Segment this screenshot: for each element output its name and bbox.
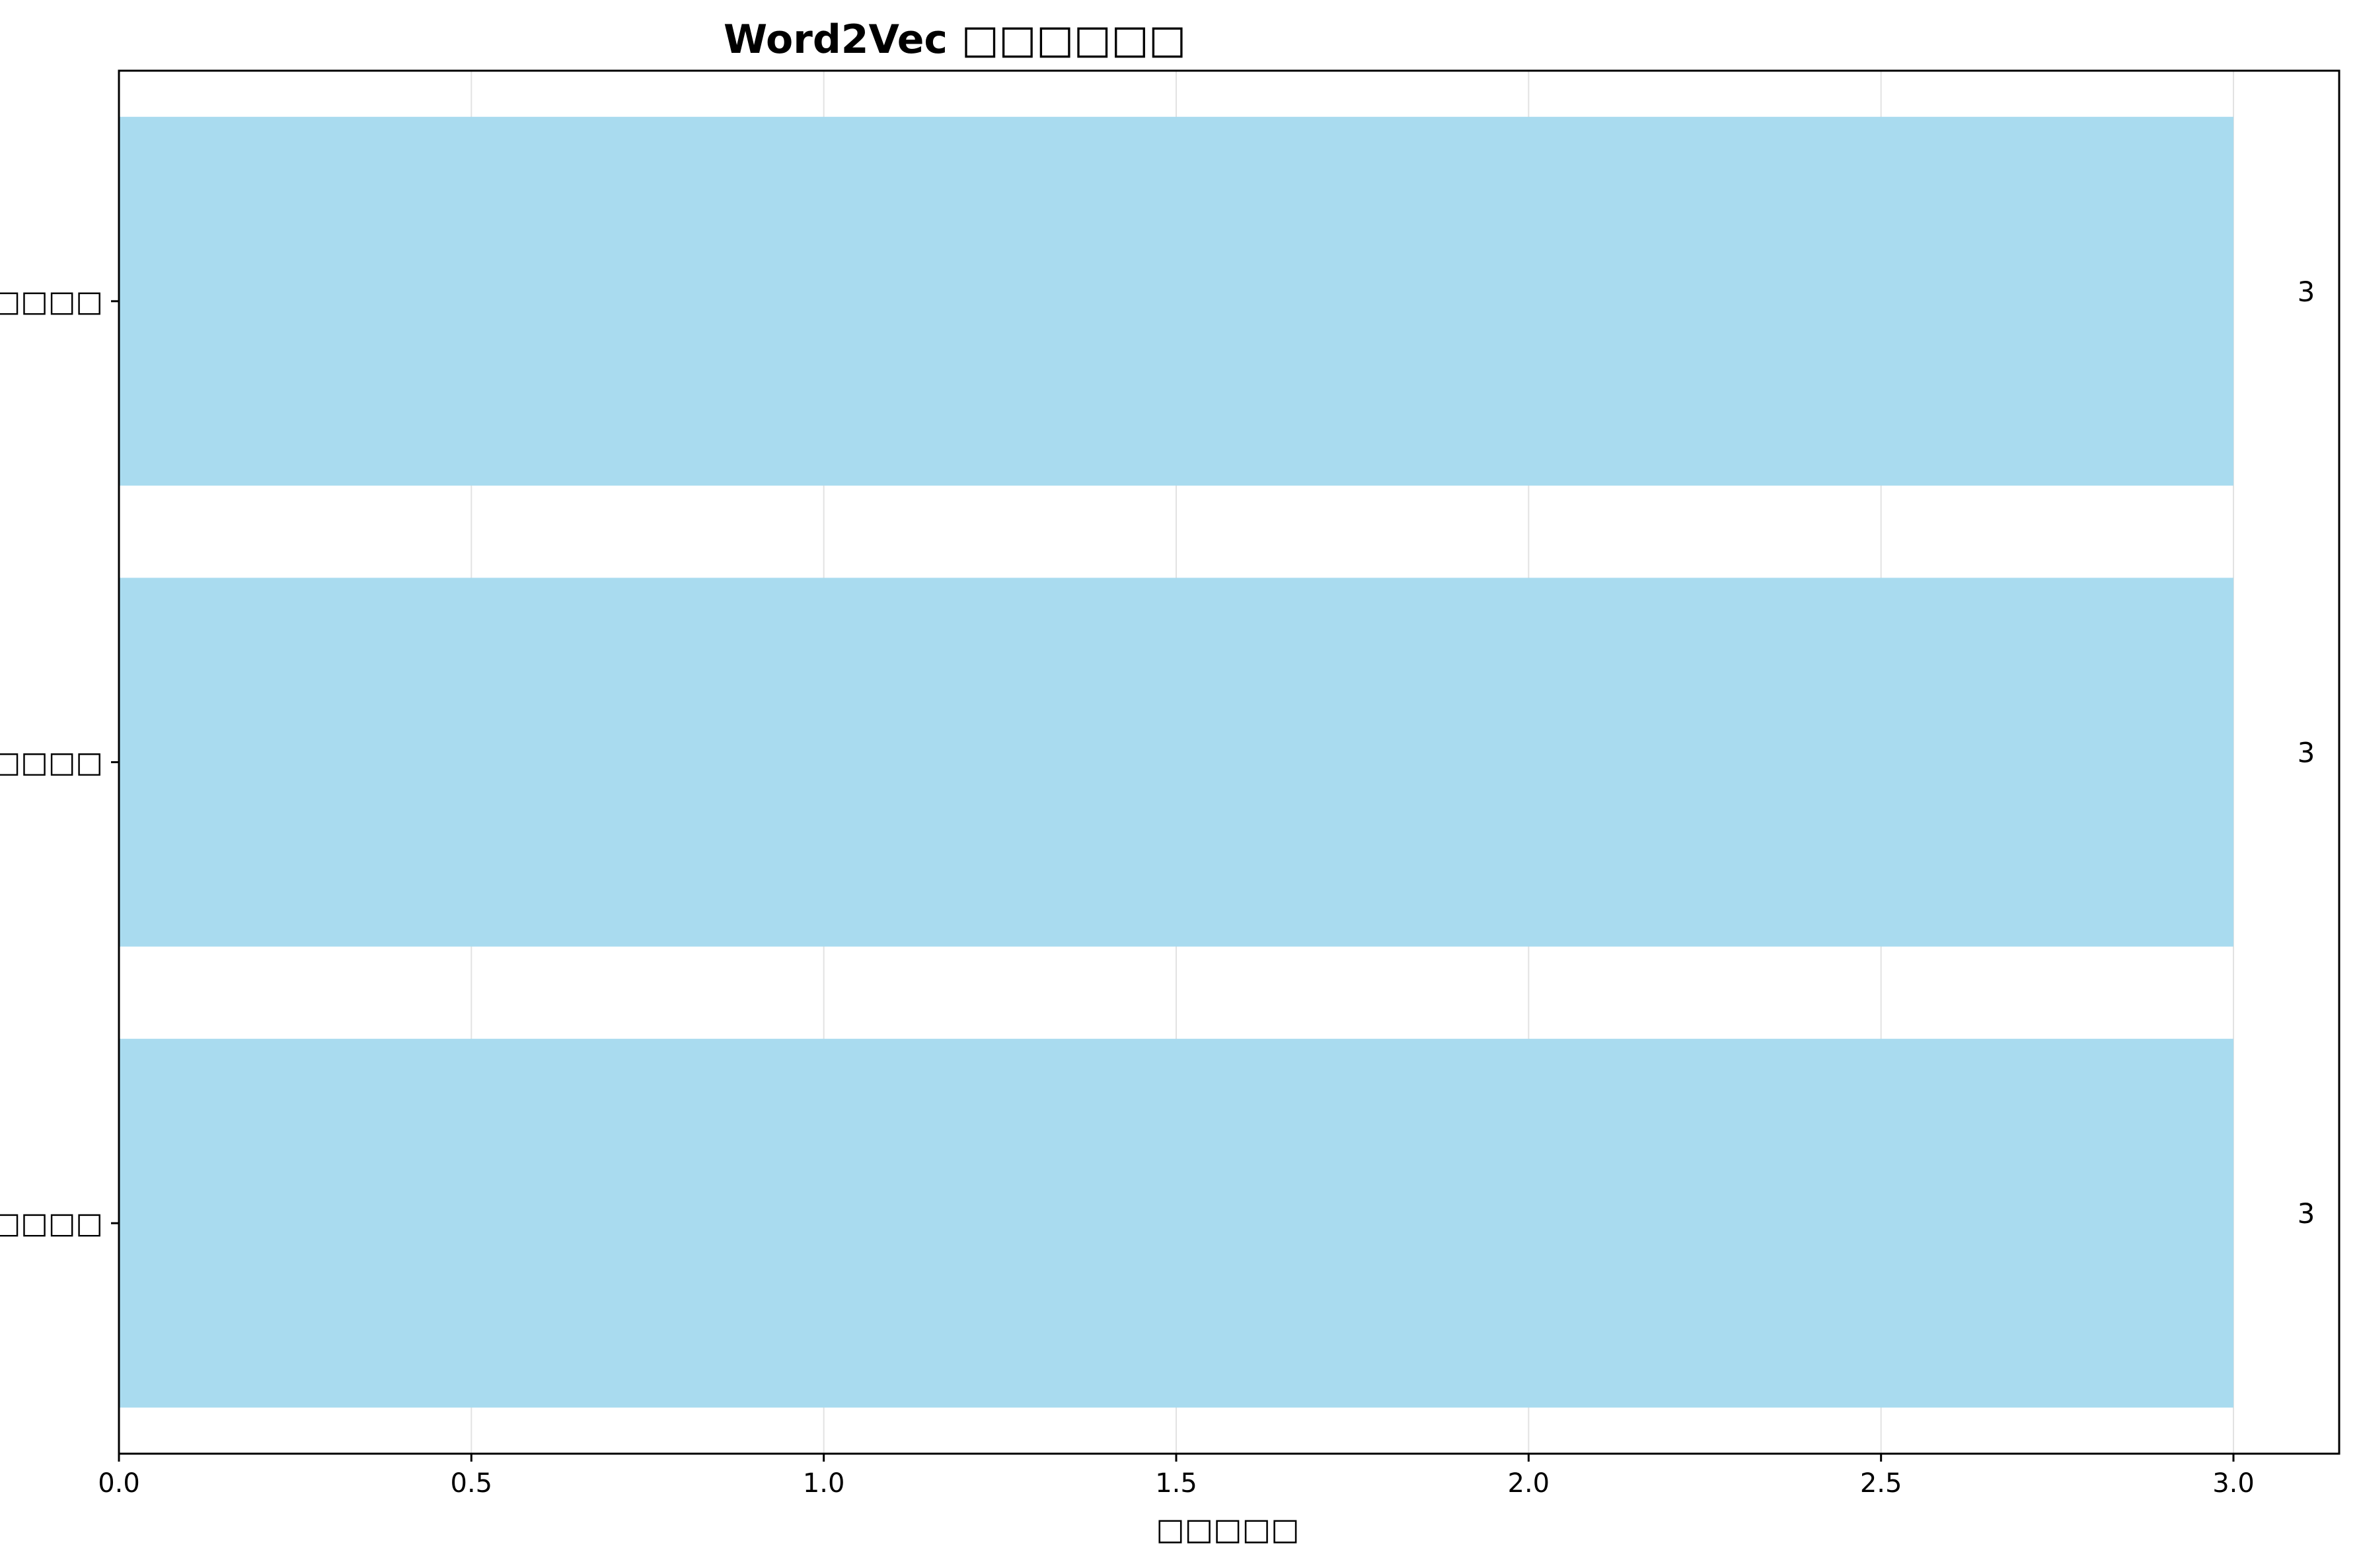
- chart-title: Word2Vec □□□□□□: [724, 17, 1186, 63]
- axes-frame: [118, 69, 2340, 1455]
- data-label: 3: [2298, 276, 2315, 308]
- x-tick-label: 1.0: [803, 1468, 845, 1499]
- plot-area: □□□□ 3 □□□□ 3 □□□□ 3 0.0 0.5 1.0 1.5 2.0 2.5 3.0: [0, 69, 2340, 1499]
- x-tick-label: 3.0: [2212, 1468, 2255, 1499]
- x-tick-label: 0.5: [451, 1468, 493, 1499]
- x-tick-label: 2.0: [1508, 1468, 1550, 1499]
- x-axis-label: □□□□□: [1156, 1511, 1299, 1547]
- data-label: 3: [2298, 737, 2315, 769]
- y-tick-label: □□□□: [0, 746, 103, 780]
- y-tick-label: □□□□: [0, 285, 103, 318]
- x-tick-label: 1.5: [1155, 1468, 1197, 1499]
- x-tick-label: 0.0: [98, 1468, 140, 1499]
- bar: [119, 1039, 2233, 1408]
- y-tick-label: □□□□: [0, 1207, 103, 1240]
- bar: [119, 116, 2233, 486]
- x-tick-label: 2.5: [1860, 1468, 1902, 1499]
- bar: [119, 578, 2233, 947]
- data-label: 3: [2298, 1197, 2315, 1230]
